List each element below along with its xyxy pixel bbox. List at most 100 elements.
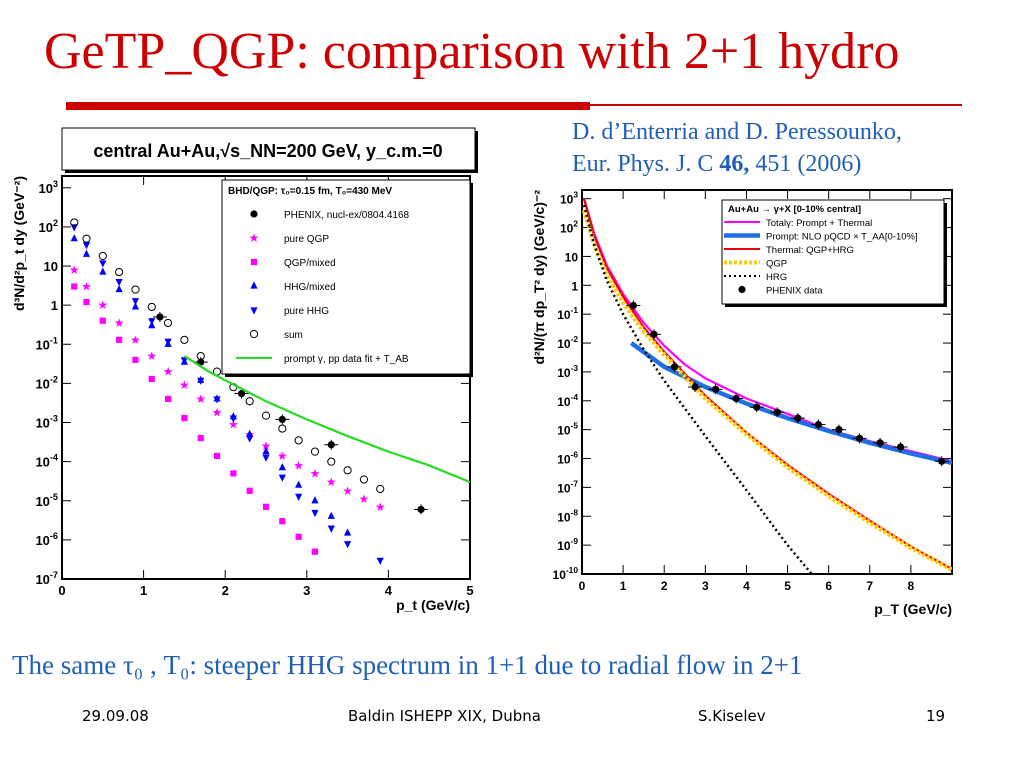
series-pure-hhg-point bbox=[344, 541, 352, 549]
y-tick-label: 1 bbox=[51, 298, 58, 313]
x-tick-label: 1 bbox=[140, 583, 147, 598]
series-pure-qgp-point: ★ bbox=[277, 449, 288, 463]
series-phenix-nucl-ex-0804-4168-point bbox=[237, 389, 246, 398]
legend-header: BHD/QGP: τ₀=0.15 fm, T₀=430 MeV bbox=[228, 186, 392, 197]
series-sum-point bbox=[70, 218, 79, 227]
series-qgp-mixed-point bbox=[197, 434, 204, 442]
y-tick-label: 103 bbox=[38, 179, 58, 196]
legend-header: Au+Au → γ+X [0-10% central] bbox=[728, 204, 861, 215]
legend-entry-pure-qgp: pure QGP bbox=[284, 234, 329, 245]
chart-title-box bbox=[61, 127, 476, 171]
y-tick-label: 10 bbox=[565, 250, 579, 264]
series-qgp-mixed-point bbox=[295, 533, 302, 540]
series-pure-hhg-point bbox=[213, 396, 221, 404]
y-tick-label: 10-5 bbox=[35, 492, 58, 509]
series-sum-point bbox=[261, 411, 271, 420]
y-tick-label: 10-2 bbox=[557, 334, 578, 351]
series-qgp-mixed-point bbox=[83, 298, 90, 306]
series-hhg-mixed-point bbox=[278, 463, 286, 471]
series-pure-qgp-point: ★ bbox=[69, 263, 80, 277]
series-phenix-data-point bbox=[855, 434, 864, 442]
legend-entry-phenix-nucl-ex-0804-4168-symbol bbox=[250, 210, 258, 218]
reference-pages: 451 (2006) bbox=[749, 151, 862, 177]
series-phenix-nucl-ex-0804-4168-point bbox=[156, 313, 164, 321]
x-tick-label: 4 bbox=[385, 583, 393, 598]
slide-title: GeTP_QGP: comparison with 2+1 hydro bbox=[44, 23, 900, 80]
y-tick-label: 10-3 bbox=[35, 414, 58, 431]
series-sum-point bbox=[376, 484, 385, 494]
chart-title: central Au+Au,√s_NN=200 GeV, y_c.m.=0 bbox=[93, 141, 442, 161]
y-tick-label: 10-4 bbox=[35, 453, 58, 470]
series-pure-qgp-point: ★ bbox=[179, 378, 190, 392]
y-tick-label: 10-9 bbox=[557, 536, 578, 553]
series-pure-hhg-point bbox=[131, 298, 140, 306]
series-hhg-mixed-point bbox=[131, 302, 140, 310]
y-tick-label: 10-1 bbox=[557, 305, 578, 322]
series-phenix-data-point bbox=[753, 403, 761, 411]
series-hhg-mixed-point bbox=[327, 511, 335, 519]
series-sum-point bbox=[278, 424, 287, 433]
series-phenix-data-point bbox=[876, 439, 884, 447]
series-qgp-mixed-point bbox=[71, 283, 78, 290]
x-tick-label: 4 bbox=[743, 579, 750, 593]
footer-date: 29.09.08 bbox=[82, 707, 149, 725]
x-tick-label: 5 bbox=[784, 579, 791, 593]
legend-entry-sum: sum bbox=[284, 330, 303, 341]
series-qgp-mixed-point bbox=[246, 487, 253, 494]
footer-author: S.Kiselev bbox=[698, 707, 766, 725]
series-phenix-data-point bbox=[814, 420, 822, 429]
x-axis-label: p_T (GeV/c) bbox=[874, 601, 952, 617]
right-chart-panel: 0 1 2 3 4 5 6 7 8 10-10 10-9 10-8 10-7 10-6 10-5 10-4 10… bbox=[514, 182, 962, 624]
y-tick-label: 103 bbox=[560, 190, 578, 207]
y-tick-label: 10-7 bbox=[557, 478, 578, 495]
series-phenix-nucl-ex-0804-4168-point bbox=[327, 441, 335, 449]
series-pure-qgp-point: ★ bbox=[228, 417, 239, 431]
series-phenix-data-point bbox=[938, 457, 946, 465]
x-tick-label: 5 bbox=[466, 583, 473, 598]
slide-caption: The same τ₀ , T₀: steeper HHG spectrum i… bbox=[12, 650, 803, 680]
series-pure-hhg-point bbox=[262, 454, 270, 462]
legend-entry-prompt-pp-data-fit-t-ab: prompt γ, pp data fit + T_AB bbox=[284, 354, 409, 365]
series-pure-qgp-point: ★ bbox=[293, 458, 304, 472]
series-pure-qgp-point: ★ bbox=[359, 492, 370, 506]
legend-entry-hhg-mixed-symbol bbox=[250, 281, 258, 289]
series-pure-qgp-point: ★ bbox=[81, 279, 92, 293]
legend-entry-thermal-qgp-hrg: Thermal: QGP+HRG bbox=[766, 245, 854, 256]
series-phenix-data-point bbox=[670, 363, 679, 371]
y-tick-label: 10-6 bbox=[557, 450, 578, 467]
legend-entry-phenix-nucl-ex-0804-4168: PHENIX, nucl-ex/0804.4168 bbox=[284, 210, 410, 221]
y-tick-label: 10-7 bbox=[35, 570, 58, 587]
y-tick-label: 10-5 bbox=[557, 421, 578, 438]
series-pure-qgp-point: ★ bbox=[342, 484, 353, 498]
series-prompt-nlo-pqcd-t-aa-0-10-line bbox=[630, 341, 952, 466]
series-pure-hhg-point bbox=[278, 474, 286, 482]
series-qgp-mixed-point bbox=[279, 518, 286, 525]
series-qgp-mixed-point bbox=[213, 452, 221, 460]
series-pure-qgp-point: ★ bbox=[114, 316, 125, 330]
series-hhg-mixed-point bbox=[344, 528, 352, 536]
series-pure-qgp-point: ★ bbox=[375, 500, 386, 514]
legend-entry-pure-hhg-symbol bbox=[250, 307, 258, 315]
title-rule-thin bbox=[590, 104, 962, 106]
series-pure-qgp-point: ★ bbox=[163, 365, 174, 379]
series-pure-qgp-point: ★ bbox=[326, 475, 337, 489]
series-hhg-mixed-point bbox=[246, 429, 254, 437]
x-tick-label: 6 bbox=[825, 579, 832, 593]
series-hhg-mixed-point bbox=[99, 267, 107, 275]
series-pure-hhg-point bbox=[148, 318, 156, 326]
legend-entry-pure-qgp-symbol: ★ bbox=[249, 231, 260, 245]
y-tick-label: 10-2 bbox=[35, 374, 58, 391]
series-phenix-data-point bbox=[629, 301, 637, 310]
y-tick-label: 102 bbox=[38, 218, 58, 235]
series-pure-hhg-point bbox=[180, 357, 188, 365]
series-pure-qgp-point: ★ bbox=[195, 392, 206, 406]
series-hhg-mixed-point bbox=[262, 447, 270, 455]
series-qgp-mixed-point bbox=[132, 356, 139, 363]
y-axis-label: d³N/d²p_t dy (GeV⁻²) bbox=[11, 176, 27, 311]
series-hhg-mixed-point bbox=[115, 284, 123, 293]
series-pure-hhg-point bbox=[197, 377, 205, 385]
series-pure-qgp-point: ★ bbox=[97, 298, 108, 312]
series-phenix-data-point bbox=[794, 414, 802, 422]
series-qgp-mixed-point bbox=[164, 395, 172, 403]
series-qgp-mixed-point bbox=[311, 548, 319, 555]
